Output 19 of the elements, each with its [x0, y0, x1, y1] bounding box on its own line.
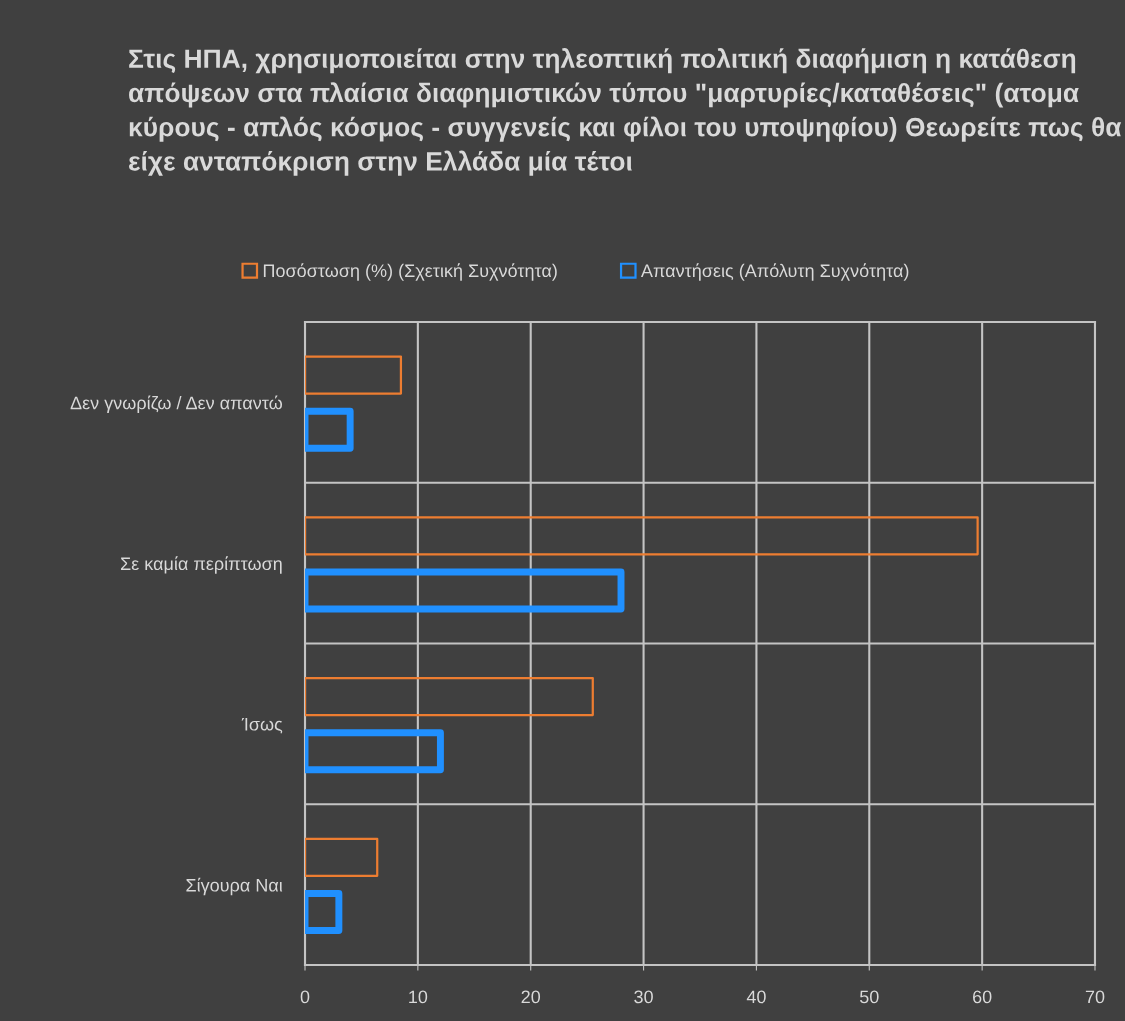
x-tick-label: 0 [300, 990, 310, 1004]
x-tick-label: 60 [973, 990, 992, 1004]
y-tick-label: Σε καμία περίπτωση [120, 556, 282, 574]
x-tick-label: 70 [1085, 990, 1105, 1004]
bar [305, 676, 594, 717]
legend-label: Ποσόστωση (%) (Σχετική Συχνότητα) [263, 263, 557, 281]
chart-title: Στις ΗΠΑ, χρησιμοποιείται στην τηλεοπτική πολιτική διαφήμιση η κατάθεση απόψεων στα πλαίσια διαφημιστικών τύπου "μαρτυρίες/καταθέσεις" (ατομα κύρους - απλός κόσμος - συγγενείς και φίλοι του υποψηφίου) Θεωρείτε πως θα είχε ανταπόκριση στην Ελλάδα μία τέτοι [128, 48, 1122, 176]
x-tick-label: 20 [521, 990, 541, 1004]
bar [305, 837, 379, 877]
x-tick-label: 40 [746, 990, 766, 1004]
x-tick-label: 10 [409, 990, 428, 1004]
bar [305, 516, 979, 556]
x-tick-label: 30 [634, 990, 653, 1004]
y-tick-label: Ίσως [241, 717, 283, 734]
y-tick-label: Σίγουρα Ναι [186, 877, 283, 896]
legend-label: Απαντήσεις (Απόλυτη Συχνότητα) [640, 263, 909, 281]
bar [305, 355, 403, 395]
x-tick-label: 50 [859, 990, 879, 1004]
y-tick-label: Δεν γνωρίζω / Δεν απαντώ [70, 395, 283, 413]
